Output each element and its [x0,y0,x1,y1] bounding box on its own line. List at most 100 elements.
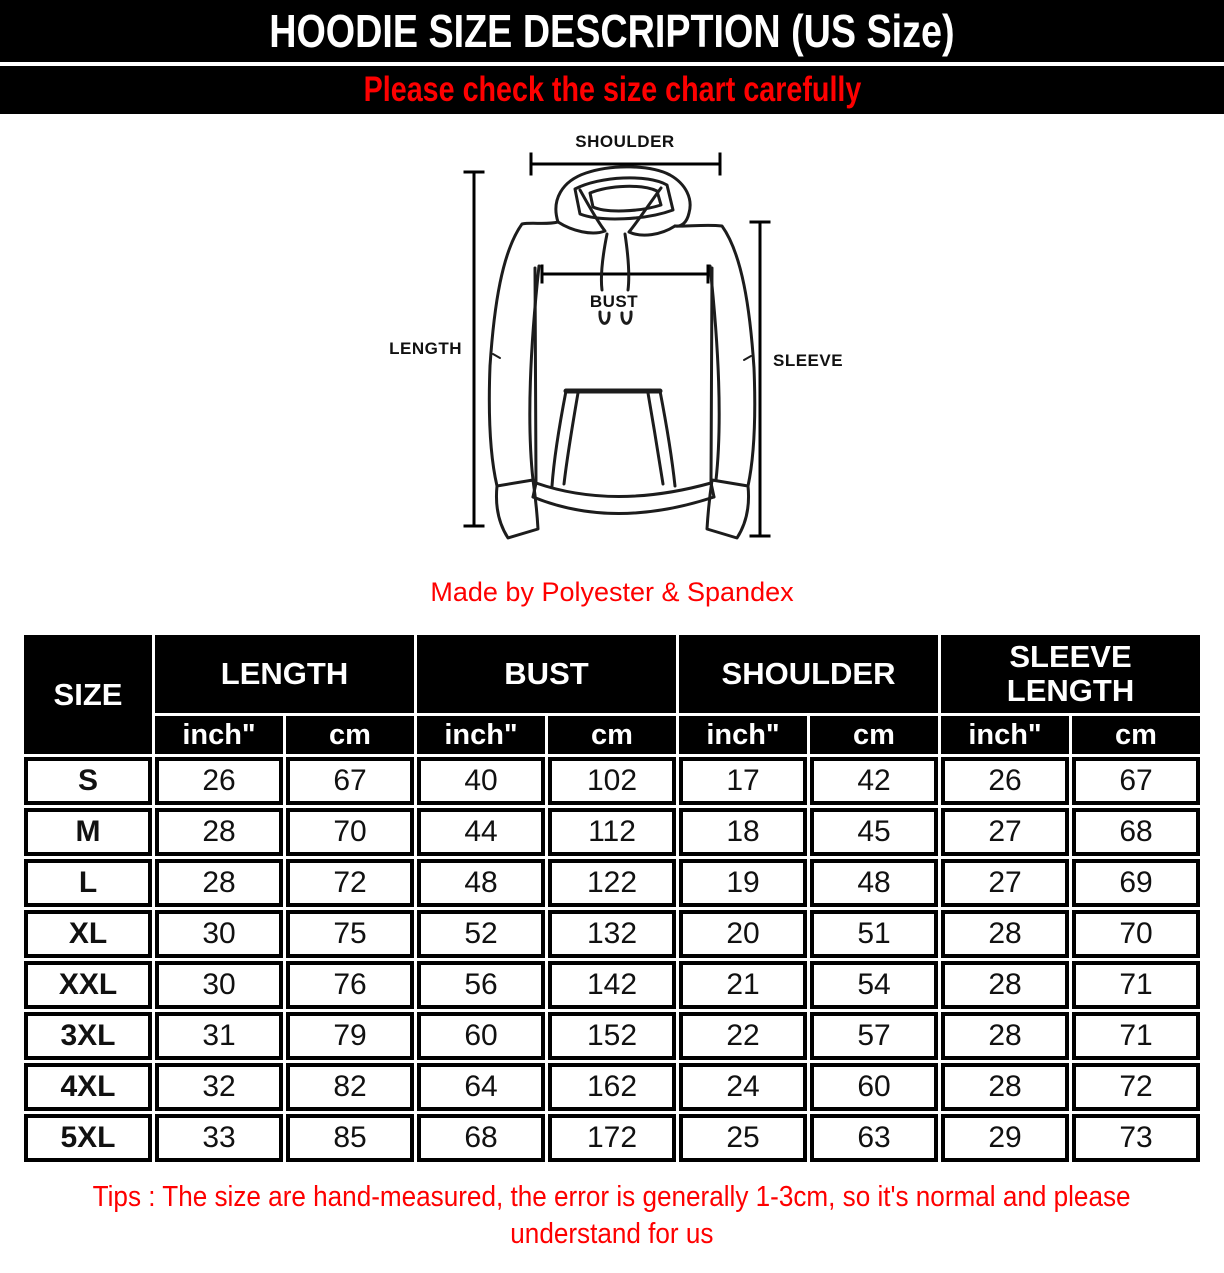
measurement-value-cell: 64 [417,1063,545,1111]
measurement-value-cell: 42 [810,757,938,805]
measurement-value-cell: 79 [286,1012,414,1060]
measurement-value-cell: 73 [1072,1114,1200,1162]
measurement-value-cell: 31 [155,1012,283,1060]
table-row: XXL 30 76 56 142 21 54 28 71 [24,961,1200,1009]
unit-header-cell: cm [548,716,676,754]
size-column-header: SIZE [24,635,152,754]
measurement-value-cell: 152 [548,1012,676,1060]
measurement-value-cell: 17 [679,757,807,805]
hoodie-hem-band [534,481,713,498]
size-label-cell: XXL [24,961,152,1009]
shoulder-dimension-label: SHOULDER [575,132,674,151]
size-label-cell: 5XL [24,1114,152,1162]
hoodie-hood-outline [554,165,692,228]
measurement-value-cell: 28 [941,1012,1069,1060]
measure-header-cell: SLEEVE LENGTH [941,635,1200,713]
measurement-value-cell: 70 [1072,910,1200,958]
unit-header-row: inch" cm inch" cm inch" cm inch" cm [24,716,1200,754]
unit-header-cell: cm [810,716,938,754]
length-dimension-label: LENGTH [389,339,462,358]
hoodie-drawstrings [598,232,633,325]
measurement-value-cell: 28 [155,808,283,856]
material-note: Made by Polyester & Spandex [430,577,794,607]
table-row: S 26 67 40 102 17 42 26 67 [24,757,1200,805]
measurement-value-cell: 48 [417,859,545,907]
measurement-value-cell: 30 [155,961,283,1009]
measurement-value-cell: 60 [810,1063,938,1111]
measurement-value-cell: 28 [941,1063,1069,1111]
main-title-bar: HOODIE SIZE DESCRIPTION (US Size) [0,0,1224,62]
table-row: 4XL 32 82 64 162 24 60 28 72 [24,1063,1200,1111]
unit-header-cell: cm [1072,716,1200,754]
measurement-value-cell: 54 [810,961,938,1009]
measurement-value-cell: 57 [810,1012,938,1060]
measurement-value-cell: 72 [1072,1063,1200,1111]
measurement-value-cell: 27 [941,859,1069,907]
unit-header-cell: inch" [941,716,1069,754]
hoodie-left-sleeve-outline [487,220,560,488]
banner-divider [0,62,1224,66]
size-table-body: S 26 67 40 102 17 42 26 67 M 28 70 44 112 18 45 27 68 L 28 7… [24,757,1200,1162]
measurement-value-cell: 112 [548,808,676,856]
size-label-cell: 3XL [24,1012,152,1060]
measurement-value-cell: 71 [1072,961,1200,1009]
table-row: 3XL 31 79 60 152 22 57 28 71 [24,1012,1200,1060]
page-subtitle: Please check the size chart carefully [363,70,861,109]
measurement-value-cell: 82 [286,1063,414,1111]
measurement-value-cell: 27 [941,808,1069,856]
measurement-value-cell: 26 [155,757,283,805]
tips-text-line1: Tips : The size are hand-measured, the e… [93,1181,1131,1213]
measurement-value-cell: 76 [286,961,414,1009]
sleeve-dimension-label: SLEEVE [773,351,843,370]
measurement-value-cell: 122 [548,859,676,907]
measure-header-cell: LENGTH [155,635,414,713]
measurement-value-cell: 20 [679,910,807,958]
table-row: 5XL 33 85 68 172 25 63 29 73 [24,1114,1200,1162]
measurement-value-cell: 70 [286,808,414,856]
bust-dimension-label: BUST [590,292,638,311]
measure-header-row: SIZE LENGTH BUST SHOULDER SLEEVE LENGTH [24,635,1200,754]
measurement-value-cell: 60 [417,1012,545,1060]
measurement-value-cell: 30 [155,910,283,958]
hoodie-right-sleeve-outline [673,223,757,488]
measurement-value-cell: 29 [941,1114,1069,1162]
measurement-value-cell: 63 [810,1114,938,1162]
measurement-value-cell: 142 [548,961,676,1009]
measurement-value-cell: 48 [810,859,938,907]
measurement-value-cell: 172 [548,1114,676,1162]
measurement-value-cell: 52 [417,910,545,958]
measurement-value-cell: 71 [1072,1012,1200,1060]
measurement-value-cell: 25 [679,1114,807,1162]
measurement-lines [463,152,771,538]
measurement-value-cell: 68 [417,1114,545,1162]
hoodie-diagram-section: SHOULDER LENGTH SLEEVE BUST [352,126,872,561]
measurement-value-cell: 75 [286,910,414,958]
measurement-value-cell: 56 [417,961,545,1009]
unit-header-cell: cm [286,716,414,754]
table-row: L 28 72 48 122 19 48 27 69 [24,859,1200,907]
page-title: HOODIE SIZE DESCRIPTION (US Size) [269,5,955,57]
tips-text-line2: understand for us [510,1218,714,1250]
measurement-value-cell: 102 [548,757,676,805]
measurement-value-cell: 132 [548,910,676,958]
measurement-value-cell: 21 [679,961,807,1009]
title-banner: HOODIE SIZE DESCRIPTION (US Size) Please… [0,0,1224,114]
measurement-value-cell: 28 [941,910,1069,958]
measurement-value-cell: 24 [679,1063,807,1111]
measurement-value-cell: 162 [548,1063,676,1111]
unit-header-cell: inch" [679,716,807,754]
table-row: M 28 70 44 112 18 45 27 68 [24,808,1200,856]
measurement-value-cell: 45 [810,808,938,856]
hoodie-right-cuff [705,478,750,540]
size-label-cell: M [24,808,152,856]
measurement-value-cell: 40 [417,757,545,805]
subtitle-bar: Please check the size chart carefully [0,66,1224,114]
measurement-value-cell: 67 [1072,757,1200,805]
hoodie-left-cuff [495,478,540,540]
size-label-cell: S [24,757,152,805]
unit-header-cell: inch" [417,716,545,754]
size-chart-table: SIZE LENGTH BUST SHOULDER SLEEVE LENGTH inc… [21,632,1203,1165]
measurement-value-cell: 18 [679,808,807,856]
measurement-value-cell: 72 [286,859,414,907]
measurement-value-cell: 28 [941,961,1069,1009]
